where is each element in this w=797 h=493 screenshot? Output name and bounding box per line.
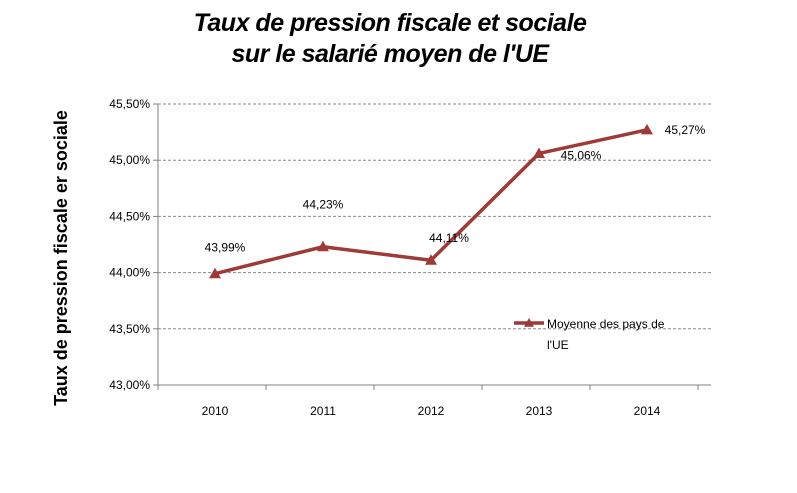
x-tick-label: 2010 <box>202 404 229 418</box>
chart-title-line-1: Taux de pression fiscale et sociale <box>193 9 587 37</box>
data-point-marker <box>533 147 545 158</box>
gridlines <box>158 103 711 330</box>
chart-title: Taux de pression fiscale et sociale sur … <box>110 8 670 70</box>
y-tick-label: 43,00% <box>109 378 150 392</box>
data-label: 43,99% <box>205 241 246 255</box>
x-tick-label: 2011 <box>310 404 336 418</box>
data-label: 44,11% <box>429 231 469 245</box>
chart-title-line-2: sur le salarié moyen de l'UE <box>231 40 549 68</box>
y-tick-label: 44,00% <box>109 266 150 280</box>
x-tick-label: 2014 <box>634 404 661 418</box>
axes <box>153 103 711 390</box>
y-tick-label: 45,50% <box>109 97 150 111</box>
data-point-marker <box>317 240 329 252</box>
data-label: 44,23% <box>303 198 344 212</box>
y-axis-title: Taux de pression fiscale er sociale <box>51 110 71 406</box>
legend-marker <box>524 318 534 327</box>
data-point-marker <box>425 254 437 265</box>
legend-label-line-1: Moyenne des pays de <box>547 317 665 331</box>
x-tick-label: 2013 <box>526 404 553 418</box>
x-tick-label: 2012 <box>418 404 445 418</box>
x-tick-labels: 2010 2011 2012 2013 2014 <box>202 404 661 418</box>
data-labels: 43,99% 44,23% 44,11% 45,06% 45,27% <box>205 123 706 255</box>
y-tick-label: 44,50% <box>109 209 150 223</box>
data-label: 45,06% <box>561 148 602 162</box>
y-tick-label: 45,00% <box>109 153 150 167</box>
data-point-marker <box>641 123 653 135</box>
y-tick-label: 43,50% <box>109 322 150 336</box>
y-tick-labels: 43,00% 43,50% 44,00% 44,50% 45,00% 45,50% <box>109 97 150 392</box>
legend-label-line-2: l'UE <box>547 338 569 352</box>
data-label: 45,27% <box>665 123 706 137</box>
legend: Moyenne des pays de l'UE <box>514 317 665 352</box>
series-group <box>209 123 653 279</box>
data-point-marker <box>209 267 221 279</box>
